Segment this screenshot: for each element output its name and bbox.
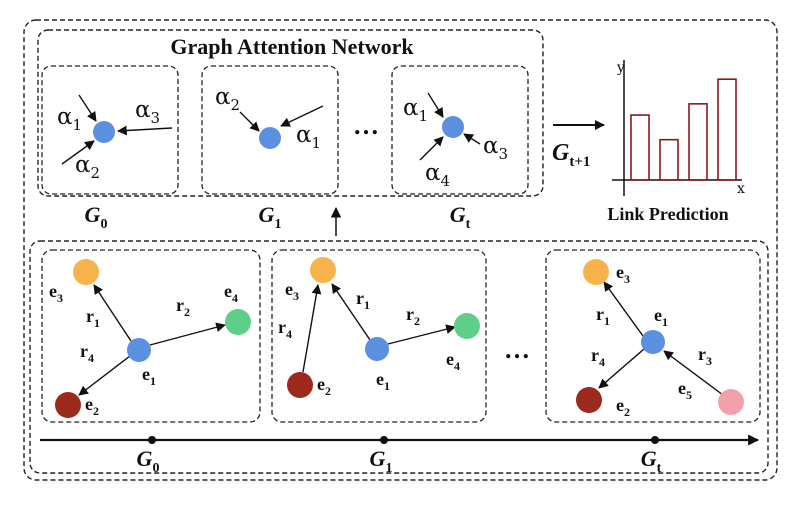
x-axis-label: x xyxy=(737,181,745,197)
attention-edge xyxy=(239,111,260,132)
attention-panel-g1 xyxy=(201,65,339,195)
timeline-label-gt: Gt xyxy=(641,446,662,476)
gat-title: Graph Attention Network xyxy=(170,34,414,59)
entity-label: e1 xyxy=(142,364,156,388)
attention-ellipsis: … xyxy=(353,111,379,140)
y-axis-label: y xyxy=(616,60,625,76)
timeline-tick xyxy=(380,436,388,444)
relation-edge xyxy=(149,322,226,346)
center-node xyxy=(93,121,115,143)
relation-label: r1 xyxy=(596,304,610,328)
next-graph-label: Gt+1 xyxy=(552,140,590,170)
snapshot-panel-gt xyxy=(545,249,761,423)
attention-edge xyxy=(427,92,444,118)
entity-node xyxy=(365,337,389,361)
outer-frame xyxy=(23,19,778,481)
attention-edge xyxy=(280,105,324,127)
relation-edge xyxy=(663,350,724,396)
attention-panel-g0 xyxy=(41,65,179,195)
entity-node xyxy=(454,313,480,339)
entity-label: e4 xyxy=(446,349,460,373)
entity-node xyxy=(718,389,744,415)
snapshot-panel-g0 xyxy=(41,249,261,423)
relation-edge xyxy=(603,281,644,337)
entity-label: e1 xyxy=(376,369,390,393)
attention-edge xyxy=(463,133,481,145)
attention-caption-gt: Gt xyxy=(450,202,471,232)
entity-node xyxy=(310,257,336,283)
relation-label: r4 xyxy=(591,345,605,369)
entity-node xyxy=(55,392,81,418)
prediction-bar xyxy=(630,114,650,181)
entity-node xyxy=(287,372,313,398)
relation-label: r2 xyxy=(176,295,190,319)
attention-label: α1 xyxy=(57,104,82,134)
snapshots-frame xyxy=(29,240,769,474)
entity-label: e3 xyxy=(616,262,630,286)
link-prediction-chart: y x Link Prediction xyxy=(607,60,745,224)
entity-label: e3 xyxy=(49,281,63,305)
entity-node xyxy=(583,259,609,285)
relation-label: r1 xyxy=(86,306,100,330)
entity-label: e2 xyxy=(317,374,331,398)
entity-node xyxy=(225,309,251,335)
snapshot-panel-g1 xyxy=(271,249,487,423)
attention-label: α2 xyxy=(75,152,100,182)
attention-label: α3 xyxy=(483,133,508,163)
timeline-label-g0: G0 xyxy=(137,446,160,476)
relation-label: r3 xyxy=(698,344,712,368)
attention-edge xyxy=(78,94,97,122)
attention-label: α1 xyxy=(296,122,321,152)
attention-label: α3 xyxy=(135,97,160,127)
attention-edge xyxy=(117,125,173,136)
timeline-label-g1: G1 xyxy=(370,446,393,476)
attention-panel-gt xyxy=(391,65,529,195)
prediction-bar xyxy=(717,78,737,181)
prediction-bar xyxy=(659,138,679,181)
entity-label: e2 xyxy=(85,394,99,418)
attention-caption-g0: G0 xyxy=(85,202,108,232)
relation-edge xyxy=(78,355,131,396)
entity-node xyxy=(576,387,602,413)
relation-label: r4 xyxy=(80,341,94,365)
attention-caption-g1: G1 xyxy=(259,202,282,232)
center-node xyxy=(259,127,281,149)
attention-edge xyxy=(61,140,95,165)
entity-label: e2 xyxy=(616,395,630,419)
entity-node xyxy=(127,338,151,362)
center-node xyxy=(442,116,464,138)
timeline-tick xyxy=(148,436,156,444)
relation-edge xyxy=(387,324,456,345)
attention-label: α1 xyxy=(403,95,428,125)
attention-label: α2 xyxy=(215,84,240,114)
attention-label: α4 xyxy=(425,160,450,190)
relation-label: r1 xyxy=(356,288,370,312)
relation-edge xyxy=(302,284,322,373)
entity-node xyxy=(73,259,99,285)
relation-edge xyxy=(93,284,132,342)
snapshot-ellipsis: … xyxy=(504,335,530,364)
attention-edge xyxy=(419,136,444,161)
timeline-tick xyxy=(651,436,659,444)
entity-label: e4 xyxy=(224,281,238,305)
prediction-bar xyxy=(688,103,708,181)
relation-edge xyxy=(331,283,371,341)
relation-edge xyxy=(598,348,645,389)
entity-label: e5 xyxy=(678,378,692,402)
entity-label: e3 xyxy=(285,279,299,303)
entity-label: e1 xyxy=(654,305,668,329)
entity-node xyxy=(641,330,665,354)
relation-label: r4 xyxy=(278,317,292,341)
link-prediction-label: Link Prediction xyxy=(607,204,728,224)
relation-label: r2 xyxy=(406,304,420,328)
gat-frame xyxy=(37,29,544,197)
